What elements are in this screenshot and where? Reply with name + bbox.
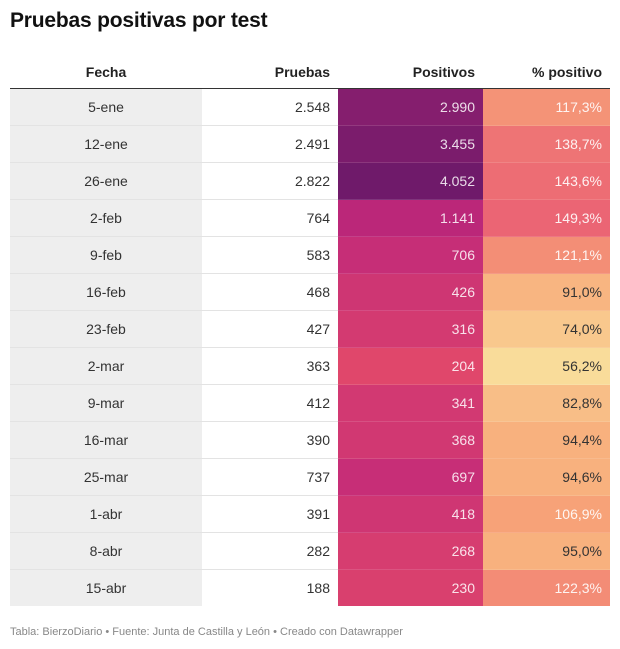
cell-pruebas: 2.491: [202, 125, 338, 163]
cell-fecha: 5-ene: [10, 88, 202, 126]
cell-pruebas: 468: [202, 273, 338, 311]
table-row: 5-ene 2.548 2.990 117,3%: [10, 88, 610, 126]
cell-positivos: 316: [338, 310, 483, 348]
source-footer: Tabla: BierzoDiario • Fuente: Junta de C…: [10, 626, 403, 638]
table-row: 23-feb 427 316 74,0%: [10, 310, 610, 348]
table-row: 2-mar 363 204 56,2%: [10, 347, 610, 385]
cell-pruebas: 427: [202, 310, 338, 348]
cell-positivos: 341: [338, 384, 483, 422]
cell-pct-positivo: 117,3%: [483, 88, 610, 126]
table-row: 12-ene 2.491 3.455 138,7%: [10, 125, 610, 163]
table-body: 5-ene 2.548 2.990 117,3% 12-ene 2.491 3.455 138…: [10, 88, 610, 606]
cell-pruebas: 282: [202, 532, 338, 570]
table-row: 8-abr 282 268 95,0%: [10, 532, 610, 570]
cell-fecha: 16-feb: [10, 273, 202, 311]
data-table: Fecha Pruebas Positivos % positivo 5-ene…: [10, 56, 610, 606]
cell-pct-positivo: 106,9%: [483, 495, 610, 533]
cell-pct-positivo: 143,6%: [483, 162, 610, 200]
cell-pct-positivo: 82,8%: [483, 384, 610, 422]
cell-positivos: 697: [338, 458, 483, 496]
cell-positivos: 204: [338, 347, 483, 385]
cell-positivos: 1.141: [338, 199, 483, 237]
cell-positivos: 2.990: [338, 88, 483, 126]
cell-positivos: 3.455: [338, 125, 483, 163]
cell-pct-positivo: 94,6%: [483, 458, 610, 496]
cell-fecha: 16-mar: [10, 421, 202, 459]
cell-pct-positivo: 138,7%: [483, 125, 610, 163]
cell-pruebas: 737: [202, 458, 338, 496]
table-row: 16-mar 390 368 94,4%: [10, 421, 610, 459]
table-row: 2-feb 764 1.141 149,3%: [10, 199, 610, 237]
table-row: 9-mar 412 341 82,8%: [10, 384, 610, 422]
cell-pct-positivo: 122,3%: [483, 569, 610, 606]
cell-pruebas: 764: [202, 199, 338, 237]
table-row: 16-feb 468 426 91,0%: [10, 273, 610, 311]
cell-pct-positivo: 95,0%: [483, 532, 610, 570]
column-header-pruebas: Pruebas: [202, 56, 338, 89]
cell-pruebas: 391: [202, 495, 338, 533]
cell-fecha: 25-mar: [10, 458, 202, 496]
table-row: 15-abr 188 230 122,3%: [10, 569, 610, 606]
cell-pct-positivo: 121,1%: [483, 236, 610, 274]
cell-positivos: 268: [338, 532, 483, 570]
cell-pruebas: 583: [202, 236, 338, 274]
chart-title: Pruebas positivas por test: [10, 9, 268, 32]
cell-fecha: 8-abr: [10, 532, 202, 570]
table-row: 9-feb 583 706 121,1%: [10, 236, 610, 274]
column-header-fecha: Fecha: [10, 56, 202, 89]
cell-fecha: 9-feb: [10, 236, 202, 274]
cell-fecha: 12-ene: [10, 125, 202, 163]
cell-pruebas: 2.548: [202, 88, 338, 126]
cell-fecha: 23-feb: [10, 310, 202, 348]
column-header-pct-positivo: % positivo: [483, 56, 610, 89]
cell-fecha: 26-ene: [10, 162, 202, 200]
cell-fecha: 9-mar: [10, 384, 202, 422]
cell-pct-positivo: 91,0%: [483, 273, 610, 311]
cell-positivos: 230: [338, 569, 483, 606]
cell-fecha: 1-abr: [10, 495, 202, 533]
cell-positivos: 4.052: [338, 162, 483, 200]
table-row: 25-mar 737 697 94,6%: [10, 458, 610, 496]
table-row: 1-abr 391 418 106,9%: [10, 495, 610, 533]
cell-pct-positivo: 94,4%: [483, 421, 610, 459]
cell-fecha: 2-feb: [10, 199, 202, 237]
cell-pruebas: 390: [202, 421, 338, 459]
cell-positivos: 426: [338, 273, 483, 311]
cell-positivos: 368: [338, 421, 483, 459]
cell-positivos: 706: [338, 236, 483, 274]
cell-pruebas: 2.822: [202, 162, 338, 200]
cell-positivos: 418: [338, 495, 483, 533]
table-row: 26-ene 2.822 4.052 143,6%: [10, 162, 610, 200]
header-row: Fecha Pruebas Positivos % positivo: [10, 56, 610, 89]
cell-fecha: 2-mar: [10, 347, 202, 385]
cell-pruebas: 412: [202, 384, 338, 422]
column-header-positivos: Positivos: [338, 56, 483, 89]
cell-pruebas: 188: [306, 580, 330, 596]
cell-pct-positivo: 74,0%: [483, 310, 610, 348]
cell-fecha: 15-abr: [10, 569, 202, 606]
cell-pct-positivo: 149,3%: [483, 199, 610, 237]
cell-pruebas: 363: [202, 347, 338, 385]
cell-pct-positivo: 56,2%: [483, 347, 610, 385]
